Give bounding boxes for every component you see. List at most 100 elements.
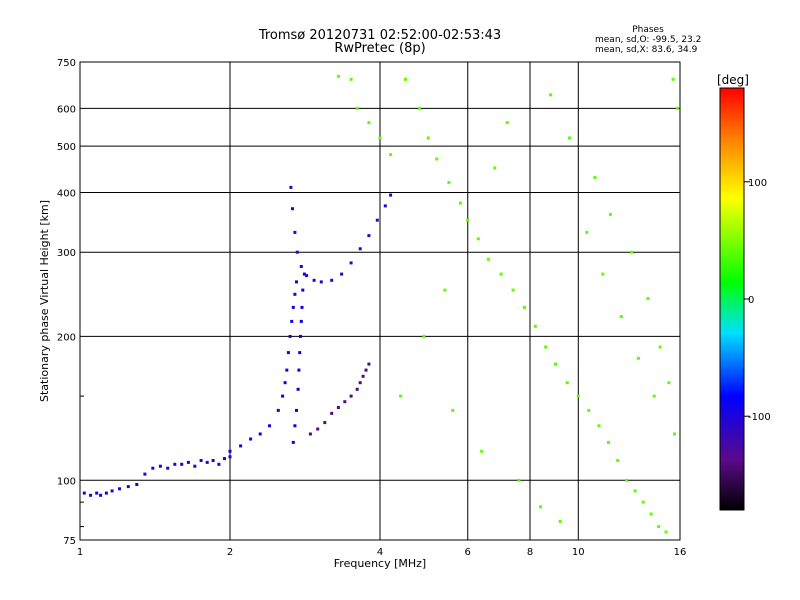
- data-point: [323, 421, 327, 425]
- data-point: [336, 74, 340, 78]
- data-point: [568, 136, 571, 140]
- data-point: [404, 77, 407, 81]
- y-axis-label: Stationary phase Virtual Height [km]: [38, 200, 51, 402]
- data-point: [511, 288, 515, 292]
- x-axis-ticks: 1 2 4 6 8 10 16: [77, 547, 687, 558]
- data-point: [166, 466, 170, 470]
- chart-subtitle: RwPretec (8p): [334, 41, 425, 56]
- x-axis-label: Frequency [MHz]: [334, 557, 426, 570]
- data-point: [625, 478, 629, 482]
- data-point: [193, 464, 197, 468]
- data-point: [217, 462, 221, 466]
- data-point: [565, 381, 569, 385]
- data-point: [422, 334, 426, 338]
- data-point: [539, 505, 543, 509]
- stats-x-line: mean, sd,X: 83.6, 34.9: [595, 45, 698, 55]
- data-point: [293, 424, 297, 428]
- data-point: [389, 153, 393, 157]
- data-point: [443, 288, 447, 292]
- data-point: [239, 444, 243, 448]
- data-point: [558, 520, 562, 523]
- data-point: [95, 491, 99, 495]
- data-point: [349, 261, 353, 265]
- data-point: [355, 387, 359, 391]
- data-point: [89, 493, 93, 497]
- data-point: [299, 265, 303, 268]
- data-point: [349, 394, 353, 398]
- data-point: [336, 406, 340, 409]
- data-point: [664, 530, 668, 534]
- data-point: [597, 424, 601, 428]
- data-point: [291, 207, 294, 211]
- data-point: [143, 472, 147, 476]
- data-point: [636, 356, 640, 360]
- x-tick-label: 8: [527, 547, 533, 558]
- data-point: [173, 462, 177, 466]
- data-point: [286, 351, 290, 355]
- data-point: [104, 491, 108, 495]
- data-point: [418, 106, 421, 110]
- data-point: [673, 432, 676, 436]
- data-point: [466, 218, 470, 222]
- data-point: [135, 483, 139, 486]
- data-point: [447, 180, 451, 184]
- data-point: [657, 525, 661, 529]
- data-point: [330, 278, 334, 282]
- data-point: [249, 437, 253, 441]
- data-point: [295, 250, 299, 254]
- data-point: [601, 272, 605, 276]
- data-point: [288, 334, 292, 338]
- x-tick-label: 6: [465, 547, 471, 558]
- data-point: [633, 489, 637, 493]
- y-tick-label: 200: [57, 332, 76, 343]
- x-tick-label: 10: [572, 547, 585, 558]
- data-point: [186, 460, 190, 464]
- data-point: [505, 121, 509, 125]
- data-point: [151, 466, 155, 470]
- data-point: [630, 250, 634, 254]
- data-point: [544, 345, 548, 349]
- stats-o-line: mean, sd,O: -99.5, 23.2: [595, 35, 701, 45]
- colorbar-tick-label: 0: [748, 295, 754, 306]
- data-point: [549, 93, 553, 97]
- colorbar-tick-label: -100: [748, 412, 771, 423]
- y-tick-label: 75: [63, 536, 76, 547]
- data-point: [426, 136, 430, 140]
- y-tick-label: 400: [57, 188, 76, 199]
- grid-lines: [80, 62, 680, 540]
- data-point: [476, 237, 480, 241]
- data-point: [223, 457, 226, 461]
- data-point: [199, 459, 203, 462]
- data-point: [378, 136, 382, 140]
- data-point: [451, 408, 455, 412]
- data-point: [276, 408, 280, 412]
- data-point: [499, 272, 503, 276]
- data-point: [576, 394, 580, 398]
- data-point: [383, 204, 387, 208]
- data-point: [358, 381, 362, 385]
- data-point: [228, 455, 232, 459]
- data-point: [99, 493, 103, 497]
- data-point: [619, 315, 623, 319]
- data-point: [649, 512, 653, 516]
- data-point: [658, 345, 662, 349]
- data-point: [291, 440, 295, 444]
- data-point: [671, 77, 675, 81]
- data-point: [258, 432, 262, 436]
- data-point: [364, 368, 368, 372]
- data-point: [375, 218, 379, 222]
- data-point: [297, 368, 301, 372]
- stats-heading: Phases: [632, 25, 664, 35]
- data-point: [285, 368, 289, 372]
- data-point: [308, 432, 312, 436]
- data-point: [296, 387, 300, 391]
- data-point: [305, 274, 309, 278]
- x-tick-label: 4: [377, 547, 383, 558]
- data-point: [299, 334, 302, 338]
- data-point: [608, 212, 612, 216]
- data-point: [316, 427, 320, 431]
- data-point: [281, 394, 285, 398]
- data-point: [486, 257, 490, 261]
- data-point: [205, 460, 209, 464]
